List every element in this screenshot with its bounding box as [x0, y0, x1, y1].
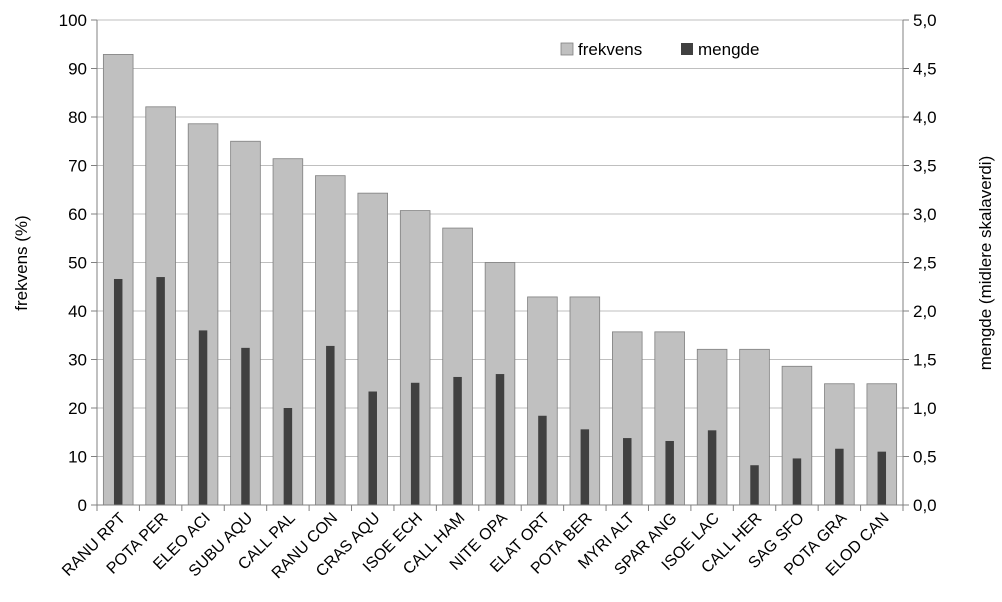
left-tick-label: 50 [68, 254, 87, 273]
legend-swatch-mengde [681, 43, 693, 55]
left-tick-label: 20 [68, 399, 87, 418]
bar-mengde [750, 465, 759, 505]
left-tick-label: 60 [68, 205, 87, 224]
bar-mengde [665, 440, 674, 505]
right-tick-label: 1,0 [913, 399, 937, 418]
bar-mengde [495, 374, 505, 505]
legend-label-frekvens: frekvens [578, 40, 642, 59]
right-tick-label: 3,5 [913, 157, 937, 176]
legend: frekvens mengde [560, 40, 759, 59]
bar-mengde [835, 448, 844, 505]
left-tick-label: 10 [68, 448, 87, 467]
right-tick-label: 2,5 [913, 254, 937, 273]
bar-mengde [198, 330, 208, 505]
bar-mengde [453, 376, 462, 505]
right-tick-label: 0,5 [913, 448, 937, 467]
y2-axis-label: mengde (midlere skalaverdi) [976, 156, 995, 370]
left-tick-label: 40 [68, 302, 87, 321]
bar-mengde [368, 391, 377, 505]
bar-mengde [707, 430, 717, 505]
bar-mengde [580, 429, 590, 505]
bar-mengde [623, 438, 632, 505]
legend-swatch-frekvens [560, 42, 574, 56]
y-axis-label: frekvens (%) [12, 215, 31, 310]
right-tick-label: 2,0 [913, 302, 937, 321]
right-tick-label: 4,5 [913, 60, 937, 79]
legend-label-mengde: mengde [698, 40, 759, 59]
right-tick-label: 1,5 [913, 351, 937, 370]
bars [102, 54, 898, 506]
right-tick-label: 4,0 [913, 108, 937, 127]
left-axis-ticks: 0 10 20 30 40 50 60 70 80 90 100 [59, 11, 97, 515]
left-tick-label: 90 [68, 60, 87, 79]
left-tick-label: 70 [68, 157, 87, 176]
bar-mengde [241, 347, 250, 505]
left-tick-label: 80 [68, 108, 87, 127]
bar-mengde [538, 415, 547, 505]
left-tick-label: 0 [78, 496, 87, 515]
bar-mengde [326, 345, 335, 505]
left-tick-label: 30 [68, 351, 87, 370]
right-tick-label: 5,0 [913, 11, 937, 30]
bar-mengde [113, 278, 123, 505]
bar-mengde [283, 408, 293, 505]
left-tick-label: 100 [59, 11, 87, 30]
right-tick-label: 3,0 [913, 205, 937, 224]
bar-mengde [410, 382, 420, 505]
bar-mengde [877, 451, 887, 505]
right-tick-label: 0,0 [913, 496, 937, 515]
right-axis-ticks: 0,0 0,5 1,0 1,5 2,0 2,5 3,0 3,5 4,0 4,5 5,0 [903, 11, 937, 515]
bar-frekvens [824, 383, 855, 506]
bar-mengde [792, 458, 802, 505]
bar-mengde [156, 277, 165, 505]
